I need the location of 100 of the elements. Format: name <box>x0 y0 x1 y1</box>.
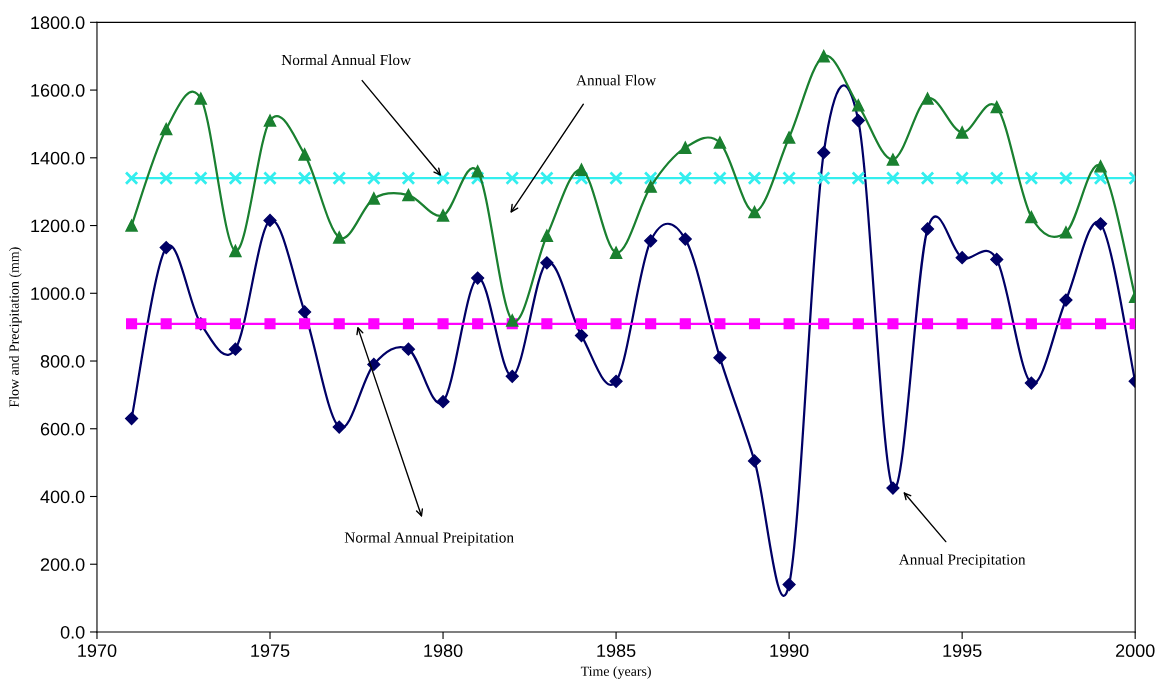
point <box>228 342 242 356</box>
point <box>783 318 795 330</box>
point <box>852 99 865 112</box>
point <box>228 171 243 186</box>
point <box>886 481 900 495</box>
point <box>748 318 761 330</box>
point <box>956 318 968 330</box>
point <box>263 114 277 127</box>
point <box>609 246 623 259</box>
point <box>299 318 311 330</box>
point <box>124 171 139 186</box>
y-axis-title: Flow and Precipitation (mm) <box>9 247 22 408</box>
point <box>748 205 761 219</box>
point <box>297 171 312 186</box>
point <box>124 412 139 426</box>
point <box>436 395 450 409</box>
x-tick-label: 1970 <box>78 644 117 658</box>
annotation: Normal Annual Flow <box>281 54 412 66</box>
point <box>436 209 450 222</box>
point <box>990 252 1004 267</box>
y-tick-label: 1600.0 <box>31 84 85 97</box>
point <box>125 219 138 232</box>
point <box>645 318 657 330</box>
y-tick-label: 1400.0 <box>31 151 85 165</box>
point <box>610 318 622 330</box>
point <box>366 171 381 186</box>
point <box>955 251 969 265</box>
point <box>713 136 727 149</box>
point <box>713 351 727 365</box>
point <box>367 192 381 205</box>
point <box>921 92 934 105</box>
point <box>194 92 208 105</box>
point <box>505 171 520 186</box>
point <box>886 153 900 166</box>
point <box>989 171 1004 186</box>
point <box>920 171 935 186</box>
point <box>368 318 380 330</box>
point <box>159 122 173 136</box>
y-tick-label: 1000.0 <box>31 287 85 300</box>
point <box>747 171 762 186</box>
point <box>644 180 657 193</box>
point <box>1059 171 1073 186</box>
y-tick-label: 1200.0 <box>31 219 85 233</box>
point <box>955 171 970 186</box>
point <box>471 165 484 178</box>
point <box>1093 171 1108 186</box>
point <box>193 171 208 186</box>
y-tick-label: 400.0 <box>40 490 85 504</box>
point <box>472 318 484 330</box>
point <box>506 314 519 327</box>
point <box>955 126 969 139</box>
point <box>574 329 589 343</box>
point <box>471 271 485 285</box>
x-tick-label: 2000 <box>1116 644 1155 658</box>
point <box>264 318 276 330</box>
point <box>540 256 554 270</box>
point <box>229 318 241 330</box>
annotation: Annual Precipitation <box>898 553 1026 568</box>
annotation: Normal Annual Preipitation <box>344 531 514 546</box>
point <box>332 420 346 434</box>
x-tick-label: 1990 <box>770 644 809 658</box>
point <box>782 577 796 592</box>
point <box>575 163 588 176</box>
point <box>678 171 693 186</box>
point <box>818 318 830 330</box>
point <box>1059 293 1073 307</box>
point <box>333 318 345 330</box>
point <box>539 171 554 186</box>
point <box>298 148 311 161</box>
point <box>1093 217 1108 231</box>
point <box>229 244 242 258</box>
point <box>402 318 414 330</box>
point <box>1060 318 1072 330</box>
point <box>817 146 831 160</box>
point <box>678 232 692 246</box>
point <box>505 369 519 383</box>
point <box>1094 160 1107 173</box>
point <box>126 318 138 330</box>
point <box>541 318 553 330</box>
point <box>816 171 831 186</box>
point <box>817 49 830 63</box>
point <box>679 141 692 154</box>
point <box>851 113 865 128</box>
point <box>851 171 866 186</box>
point <box>1024 376 1038 390</box>
point <box>574 171 589 186</box>
x-tick-label: 1995 <box>943 644 982 658</box>
point <box>160 318 172 330</box>
point <box>991 318 1003 330</box>
y-tick-label: 800.0 <box>40 354 85 368</box>
point <box>885 171 900 186</box>
x-tick-label: 1980 <box>424 644 463 658</box>
point <box>540 229 554 242</box>
point <box>852 318 864 330</box>
point <box>712 171 727 186</box>
point <box>609 171 624 186</box>
annotation: Annual Flow <box>576 74 657 86</box>
point <box>920 222 935 236</box>
point <box>1059 226 1073 239</box>
point <box>401 342 416 356</box>
